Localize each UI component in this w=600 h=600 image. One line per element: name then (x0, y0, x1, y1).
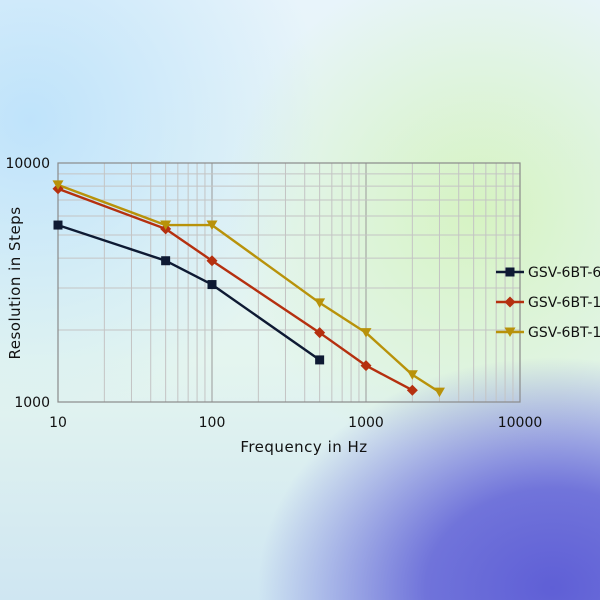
y-tick-label: 10000 (5, 156, 50, 172)
x-tick-label: 1000 (348, 415, 384, 431)
data-point-series-2 (406, 384, 418, 396)
legend-label: GSV-6BT-1 (528, 295, 600, 311)
data-point-series-1 (315, 355, 325, 365)
data-point-series-3 (206, 220, 218, 231)
series-markers (52, 180, 445, 398)
x-axis-title: Frequency in Hz (240, 438, 367, 456)
legend-marker (504, 296, 516, 308)
data-point-series-3 (360, 328, 372, 338)
legend-marker (505, 267, 515, 277)
x-tick-label: 10000 (498, 415, 543, 431)
plot-area (58, 163, 520, 402)
legend-label: GSV-6BT-1 (528, 325, 600, 341)
y-axis-title: Resolution in Steps (6, 206, 24, 359)
data-point-series-2 (360, 360, 372, 372)
y-tick-label: 1000 (14, 395, 50, 411)
series-line-2 (57, 187, 413, 392)
legend: GSV-6BT-6 GSV-6BT-1 GSV-6BT-1 (496, 265, 600, 341)
data-point-series-3 (433, 387, 445, 398)
legend-marker (504, 327, 516, 337)
data-point-series-2 (314, 327, 326, 339)
data-point-series-1 (207, 280, 217, 290)
data-point-series-3 (160, 220, 172, 231)
tick-labels: 10 100 1000 10000 1000 10000 (5, 156, 542, 431)
series-line-1 (57, 223, 321, 361)
data-point-series-2 (206, 255, 218, 267)
data-point-series-3 (406, 370, 418, 380)
grid (57, 162, 521, 403)
data-point-series-1 (53, 220, 63, 230)
x-tick-label: 10 (49, 415, 67, 431)
data-point-series-1 (161, 256, 171, 266)
plot-frame (57, 162, 521, 403)
data-point-series-3 (52, 180, 64, 190)
x-tick-label: 100 (199, 415, 226, 431)
data-point-series-3 (314, 298, 326, 308)
legend-label: GSV-6BT-6 (528, 265, 600, 281)
